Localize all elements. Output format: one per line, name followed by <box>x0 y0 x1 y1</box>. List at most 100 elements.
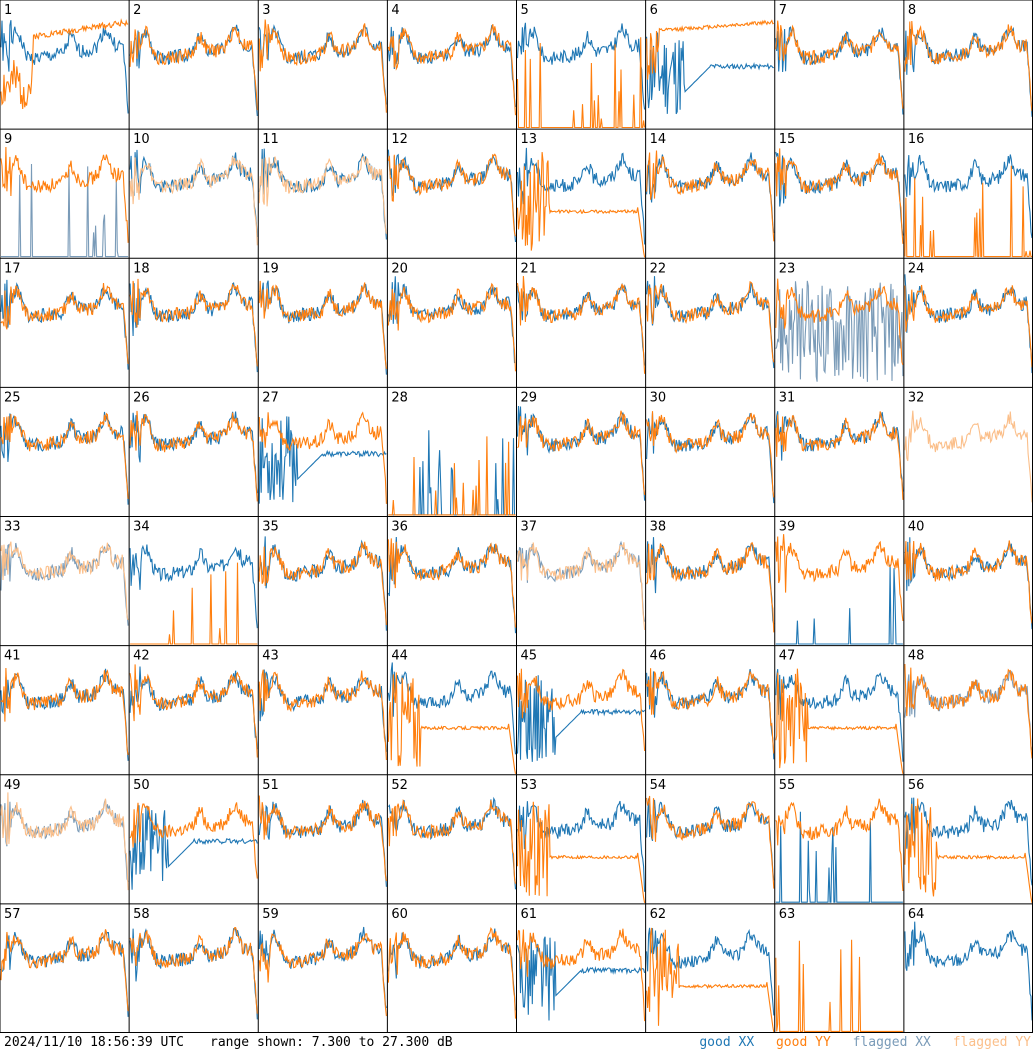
panel-37-yy-line <box>516 542 646 631</box>
panel-11: 11 <box>258 132 387 240</box>
panel-label: 58 <box>133 907 150 922</box>
panel-56-xx-line <box>904 797 1033 886</box>
panel-8: 8 <box>904 3 1033 117</box>
panel-2-yy-line <box>129 25 258 111</box>
panel-42-yy-line <box>129 664 258 758</box>
panel-10-yy-line <box>129 156 258 246</box>
panel-16-yy-line <box>904 165 1032 258</box>
panel-24: 24 <box>904 261 1033 374</box>
panel-14-yy-line <box>646 150 775 242</box>
panel-label: 13 <box>521 132 538 147</box>
panel-33-yy-line <box>0 541 129 621</box>
panel-60: 60 <box>387 907 517 1019</box>
panel-label: 21 <box>521 261 538 276</box>
footer: 2024/11/10 18:56:39 UTC range shown: 7.3… <box>0 1033 1033 1053</box>
panel-28-xx-line <box>388 430 516 516</box>
panel-60-yy-line <box>387 926 517 1019</box>
panel-51: 51 <box>258 778 387 887</box>
panel-label: 42 <box>133 649 150 664</box>
legend-good-xx: good XX <box>699 1035 755 1050</box>
legend-flagged-xx: flagged XX <box>852 1035 931 1050</box>
panel-53: 53 <box>516 778 646 903</box>
panel-37-xx-line <box>516 540 646 622</box>
panel-label: 40 <box>908 520 925 535</box>
panel-11-yy-line <box>258 155 387 234</box>
panel-44: 44 <box>387 649 517 774</box>
panel-54-yy-line <box>646 795 775 889</box>
panel-5: 5 <box>516 3 646 129</box>
panel-label: 53 <box>521 778 538 793</box>
panel-17-xx-line <box>0 279 129 370</box>
panel-31-yy-line <box>775 411 904 500</box>
panel-5-xx-line <box>516 22 646 110</box>
panel-label: 44 <box>391 649 408 664</box>
panel-39-xx-line <box>775 564 903 645</box>
panel-17-yy-line <box>0 282 129 364</box>
panel-28-yy-line <box>388 436 516 516</box>
panel-48-xx-line <box>904 670 1033 751</box>
panel-50-xx-line <box>129 805 258 890</box>
panel-2: 2 <box>129 3 258 117</box>
panel-58-xx-line <box>129 927 258 1020</box>
panel-10: 10 <box>129 132 258 246</box>
panel-46-xx-line <box>646 669 775 760</box>
panel-label: 46 <box>650 649 667 664</box>
panel-54-xx-line <box>646 798 775 881</box>
panel-50: 50 <box>129 778 258 890</box>
panel-label: 60 <box>391 907 408 922</box>
panel-16: 16 <box>904 132 1033 258</box>
panel-51-xx-line <box>258 799 387 887</box>
panel-13-yy-line <box>516 152 646 258</box>
panel-34-yy-line <box>130 562 258 645</box>
panel-59: 59 <box>258 907 387 1017</box>
panel-label: 49 <box>4 778 21 793</box>
panel-39: 39 <box>775 520 904 645</box>
panel-55-xx-line <box>775 811 903 903</box>
panel-label: 5 <box>521 3 529 18</box>
panel-58: 58 <box>129 907 258 1020</box>
panel-50-yy-line <box>129 802 258 879</box>
panel-29: 29 <box>516 390 646 501</box>
panel-57: 57 <box>0 907 129 1017</box>
panel-label: 28 <box>391 390 408 405</box>
panel-38: 38 <box>646 520 775 633</box>
panel-33: 33 <box>0 520 129 626</box>
panel-40: 40 <box>904 520 1033 630</box>
panel-label: 32 <box>908 390 925 405</box>
panel-18: 18 <box>129 261 258 373</box>
panel-21-yy-line <box>516 275 646 374</box>
panel-11-xx-line <box>258 148 387 240</box>
panel-label: 29 <box>521 390 538 405</box>
panel-label: 8 <box>908 3 916 18</box>
panel-48-yy-line <box>904 663 1033 759</box>
panel-22-xx-line <box>646 276 775 369</box>
panel-61-yy-line <box>516 928 646 1022</box>
panel-label: 27 <box>262 390 279 405</box>
panel-64-xx-line <box>904 921 1033 1021</box>
panel-label: 3 <box>262 3 270 18</box>
range-text: range shown: 7.300 to 27.300 dB <box>210 1035 453 1050</box>
panel-3: 3 <box>258 3 387 113</box>
panel-label: 47 <box>779 649 796 664</box>
panel-6: 6 <box>646 3 775 115</box>
panel-20-yy-line <box>387 282 517 372</box>
panel-55: 55 <box>775 778 904 903</box>
panel-label: 6 <box>650 3 658 18</box>
panel-1: 1 <box>0 3 129 114</box>
panel-23-xx-line <box>775 280 904 382</box>
panel-8-xx-line <box>904 26 1033 117</box>
panel-label: 34 <box>133 520 150 535</box>
panel-47-yy-line <box>775 668 904 774</box>
panel-label: 52 <box>391 778 408 793</box>
panel-22-yy-line <box>646 281 775 363</box>
panel-label: 37 <box>521 520 538 535</box>
panel-26: 26 <box>129 390 258 502</box>
panel-47: 47 <box>775 649 904 774</box>
panel-13-xx-line <box>516 147 646 245</box>
panel-25: 25 <box>0 390 129 505</box>
panel-label: 25 <box>4 390 21 405</box>
panel-41-xx-line <box>0 668 129 761</box>
panel-label: 35 <box>262 520 279 535</box>
panel-36: 36 <box>387 520 517 634</box>
panel-44-yy-line <box>387 672 517 774</box>
